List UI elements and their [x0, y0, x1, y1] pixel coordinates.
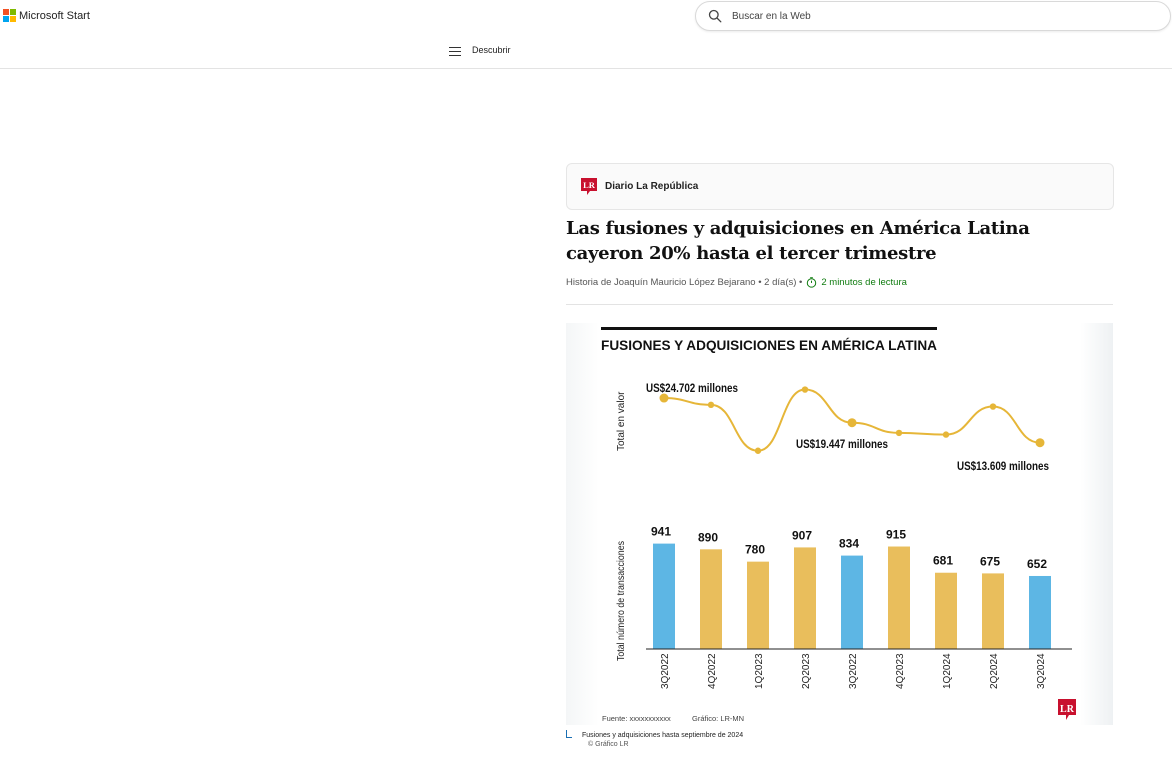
value-point — [754, 447, 762, 454]
bar-value-label: 941 — [651, 525, 671, 539]
value-point — [707, 401, 715, 409]
chart-panel — [600, 323, 1080, 725]
svg-text:LR: LR — [583, 180, 596, 190]
bar-value-label: 652 — [1027, 557, 1047, 571]
menu-icon[interactable] — [449, 47, 461, 56]
source-card[interactable]: LR Diario La República — [566, 163, 1114, 210]
x-tick-label: 2Q2024 — [989, 653, 1000, 689]
value-point — [895, 429, 903, 437]
bar-value-label: 780 — [745, 543, 765, 557]
search-icon — [708, 9, 722, 23]
bar — [794, 547, 816, 649]
value-point — [989, 403, 997, 410]
byline-text: Historia de Joaquín Mauricio López Bejar… — [566, 277, 803, 288]
value-point — [801, 386, 809, 393]
search-input[interactable] — [732, 10, 1132, 22]
brand-link[interactable]: Microsoft Start — [3, 9, 90, 22]
value-point — [1035, 438, 1045, 448]
value-point — [847, 418, 857, 428]
x-tick-label: 3Q2022 — [848, 653, 859, 689]
bar — [841, 555, 863, 649]
search-box[interactable] — [695, 1, 1171, 31]
brand-name: Microsoft Start — [19, 9, 90, 22]
read-time: 2 minutos de lectura — [806, 277, 907, 288]
source-name: Diario La República — [605, 181, 699, 192]
bar-value-label: 834 — [839, 537, 859, 551]
y-axis-label-count: Total número de transacciones — [616, 541, 627, 661]
x-tick-label: 1Q2023 — [754, 653, 765, 689]
bar-value-label: 681 — [933, 554, 953, 568]
caption-marker — [566, 730, 572, 738]
x-tick-label: 4Q2022 — [707, 653, 718, 689]
value-point — [659, 393, 669, 403]
microsoft-logo-icon — [3, 9, 16, 22]
clock-icon — [807, 277, 817, 288]
line-label: US$19.447 millones — [796, 439, 888, 451]
title-rule — [601, 327, 937, 330]
divider — [566, 304, 1113, 305]
line-label: US$13.609 millones — [957, 461, 1049, 473]
bar-value-label: 907 — [792, 528, 812, 542]
chart-graphic-note: Gráfico: LR-MN — [692, 714, 744, 723]
caption-credit: © Gráfico LR — [588, 741, 629, 748]
bar — [935, 572, 957, 649]
bar-value-label: 915 — [886, 528, 906, 542]
x-tick-label: 1Q2024 — [942, 653, 953, 689]
chart: FUSIONES Y ADQUISICIONES EN AMÉRICA LATI… — [600, 323, 1080, 725]
x-tick-label: 2Q2023 — [801, 653, 812, 689]
bar — [1029, 575, 1051, 649]
bar — [888, 546, 910, 649]
read-time-label: 2 minutos de lectura — [821, 277, 907, 288]
line-label: US$24.702 millones — [646, 383, 738, 395]
article-byline: Historia de Joaquín Mauricio López Bejar… — [566, 277, 907, 288]
bar — [653, 543, 675, 649]
article-chart-image: FUSIONES Y ADQUISICIONES EN AMÉRICA LATI… — [566, 323, 1113, 725]
la-republica-logo-icon: LR — [581, 177, 597, 195]
value-point — [942, 431, 950, 438]
discover-menu-label[interactable]: Descubrir — [472, 45, 511, 55]
x-tick-label: 3Q2022 — [660, 653, 671, 689]
chart-lr-logo-text: LR — [1060, 704, 1075, 715]
bar — [747, 561, 769, 649]
article-headline: Las fusiones y adquisiciones en América … — [566, 218, 1030, 264]
top-bar: Microsoft Start — [0, 0, 1172, 34]
chart-lr-logo-icon — [1058, 699, 1076, 720]
bar-value-label: 675 — [980, 554, 1000, 568]
nav-row: Descubrir — [0, 38, 1172, 69]
bar — [700, 549, 722, 649]
y-axis-label-value: Total en valor — [616, 391, 627, 451]
bar-value-label: 890 — [698, 530, 718, 544]
x-tick-label: 3Q2024 — [1036, 653, 1047, 689]
x-tick-label: 4Q2023 — [895, 653, 906, 689]
bar — [982, 573, 1004, 649]
chart-source-note: Fuente: xxxxxxxxxxx — [602, 714, 671, 723]
caption-text: Fusiones y adquisiciones hasta septiembr… — [582, 732, 744, 739]
chart-title: FUSIONES Y ADQUISICIONES EN AMÉRICA LATI… — [601, 338, 937, 353]
